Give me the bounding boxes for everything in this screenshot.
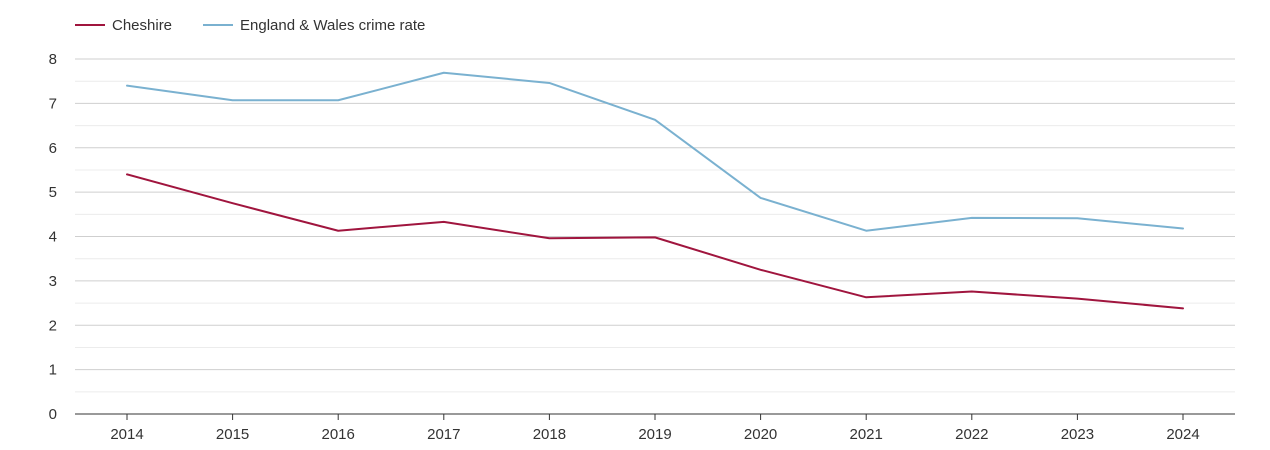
legend-label: Cheshire (112, 17, 172, 34)
gridlines (75, 58, 1235, 393)
x-tick-label: 2018 (533, 426, 566, 443)
x-tick-label: 2020 (744, 426, 777, 443)
y-tick-label: 4 (49, 229, 57, 246)
x-tick-label: 2024 (1166, 426, 1199, 443)
x-tick-label: 2016 (322, 426, 355, 443)
x-tick-label: 2021 (850, 426, 883, 443)
x-tick-label: 2023 (1061, 426, 1094, 443)
y-tick-label: 6 (49, 140, 57, 157)
x-tick-label: 2022 (955, 426, 988, 443)
y-tick-label: 3 (49, 273, 57, 290)
legend-label: England & Wales crime rate (240, 17, 425, 34)
series-lines (126, 71, 1184, 310)
series-line-england-wales (126, 71, 1184, 232)
y-tick-label: 8 (49, 51, 57, 68)
y-tick-label: 7 (49, 95, 57, 112)
axes: 0 1 2 3 4 5 6 7 8 2014 2015 2016 2017 2018 2019 2020 202… (49, 51, 1235, 443)
y-tick-label: 1 (49, 362, 57, 379)
series-line-cheshire (126, 173, 1184, 310)
x-tick-label: 2017 (427, 426, 460, 443)
x-tick-label: 2019 (638, 426, 671, 443)
x-tick-label: 2014 (110, 426, 143, 443)
y-tick-label: 5 (49, 184, 57, 201)
x-tick-label: 2015 (216, 426, 249, 443)
legend: Cheshire England & Wales crime rate (75, 17, 425, 34)
y-tick-label: 2 (49, 317, 57, 334)
y-tick-label: 0 (49, 406, 57, 423)
